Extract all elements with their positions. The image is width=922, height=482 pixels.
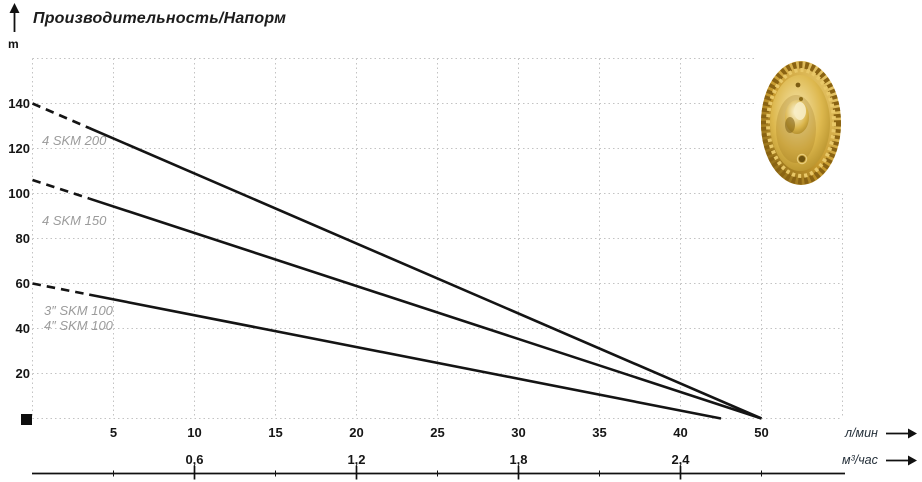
y-tick-label: 140 [8, 95, 30, 111]
curve-name-label: 4 SKM 200 [42, 133, 107, 148]
y-axis-unit-label: m [8, 37, 19, 51]
x-tick-label: 25 [430, 425, 445, 440]
secondary-tick-label: 0,6 [185, 452, 204, 467]
y-tick-label: 80 [15, 230, 30, 246]
y-tick-label: 40 [15, 320, 30, 336]
secondary-tick-label: 1,2 [347, 452, 366, 467]
curve-SKM 100 [88, 293, 722, 420]
y-axis-arrow-icon [9, 3, 20, 32]
secondary-axis-arrow-icon [886, 455, 917, 466]
y-tick-label: 20 [15, 365, 30, 381]
curve-name-label: 4″ SKM 100 [44, 318, 113, 333]
secondary-tick-label: 2,4 [671, 452, 690, 467]
curve-dashed-4 SKM 150 [32, 178, 90, 200]
chart-title: Производительность/Напорм [33, 10, 287, 27]
x-tick-label: 35 [592, 425, 607, 440]
primary-axis-arrow-icon [886, 428, 917, 439]
y-tick-label: 120 [8, 140, 30, 156]
origin-marker [21, 414, 32, 425]
x-tick-label: 5 [109, 425, 118, 440]
x-tick-label: 10 [187, 425, 202, 440]
secondary-axis-unit-label: м³/час [842, 453, 878, 467]
primary-axis-unit-label: л/мин [845, 426, 878, 440]
y-tick-label: 60 [15, 275, 30, 291]
x-tick-label: 20 [349, 425, 364, 440]
x-tick-label: 30 [511, 425, 526, 440]
x-tick-label: 50 [754, 425, 769, 440]
x-tick-label: 40 [673, 425, 688, 440]
curve-4 SKM 200 [88, 126, 763, 420]
curve-dashed-4 SKM 200 [31, 102, 90, 130]
impeller-image [756, 58, 846, 192]
curve-name-label: 4 SKM 150 [42, 213, 107, 228]
x-tick-label: 15 [268, 425, 283, 440]
y-tick-label: 100 [8, 185, 30, 201]
curve-4 SKM 150 [88, 197, 762, 420]
curve-dashed-SKM 100 [32, 282, 90, 296]
curve-name-label: 3″ SKM 100 [44, 303, 113, 318]
secondary-tick-label: 1,8 [509, 452, 528, 467]
